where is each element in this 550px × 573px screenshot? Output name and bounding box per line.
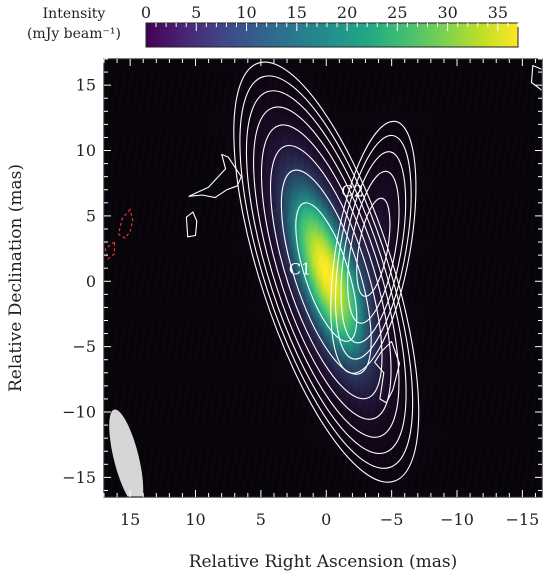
x-tick-label: 15 bbox=[120, 510, 140, 529]
x-tick-label: −15 bbox=[506, 510, 540, 529]
contour-c2-level-3 bbox=[340, 151, 407, 344]
x-tick-label: −10 bbox=[440, 510, 474, 529]
beam-ellipse bbox=[109, 409, 144, 497]
y-tick-label: 10 bbox=[76, 141, 96, 160]
y-axis-title: Relative Declination (mas) bbox=[6, 164, 26, 392]
plot-area: 15 10 5 0 −5 −10 −15 15 10 5 0 −5 −10 −15 C1 C2 bbox=[62, 58, 543, 529]
contour-c1-level-5 bbox=[260, 124, 392, 420]
x-axis-title: Relative Right Ascension (mas) bbox=[189, 552, 458, 572]
contour-patch-south bbox=[374, 340, 401, 404]
contour-patch-corner bbox=[530, 64, 542, 91]
colorbar-title-line2: (mJy beam⁻¹) bbox=[27, 26, 121, 42]
label-c1: C1 bbox=[289, 260, 311, 279]
contour-c2-level-2 bbox=[334, 134, 412, 360]
contour-c1-level-7 bbox=[280, 169, 372, 375]
colorbar-tick-label: 15 bbox=[287, 3, 307, 22]
colorbar-ticks: 0 5 10 15 20 25 30 35 bbox=[141, 3, 519, 31]
colorbar-gradient bbox=[145, 22, 519, 48]
contour-c1-level-2 bbox=[239, 75, 414, 469]
contour-c2-level-4 bbox=[347, 170, 400, 324]
component-labels: C1 C2 bbox=[289, 181, 364, 278]
y-tick-label: 15 bbox=[76, 76, 96, 95]
x-tick-label: 10 bbox=[185, 510, 205, 529]
contour-c1-level-8 bbox=[295, 202, 358, 342]
colorbar-tick-label: 25 bbox=[387, 3, 407, 22]
contour-c1-level-3 bbox=[245, 90, 407, 455]
contour-c1-level-6 bbox=[269, 144, 383, 400]
y-tick-label: 5 bbox=[86, 206, 96, 225]
y-tick-label: −5 bbox=[72, 337, 96, 356]
colorbar-tick-label: 5 bbox=[191, 3, 201, 22]
y-tick-label: −10 bbox=[62, 403, 96, 422]
beam-layer bbox=[109, 409, 144, 497]
contour-neg-1 bbox=[117, 208, 134, 239]
y-tick-label: 0 bbox=[86, 272, 96, 291]
contour-c1-level-4 bbox=[253, 106, 400, 438]
colorbar: 0 5 10 15 20 25 30 35 Intensity (mJy beam⁻¹) bbox=[27, 3, 519, 48]
contours bbox=[104, 61, 542, 483]
colorbar-tick-label: 35 bbox=[488, 3, 508, 22]
axis-ticks: 15 10 5 0 −5 −10 −15 15 10 5 0 −5 −10 −15 bbox=[62, 58, 542, 529]
colorbar-tick-label: 0 bbox=[141, 3, 151, 22]
colorbar-title-line1: Intensity bbox=[43, 6, 106, 22]
colorbar-tick-label: 30 bbox=[437, 3, 457, 22]
contour-patch-ne bbox=[188, 153, 242, 199]
x-tick-label: −5 bbox=[380, 510, 404, 529]
label-c2: C2 bbox=[341, 181, 363, 200]
colorbar-tick-label: 20 bbox=[337, 3, 357, 22]
contour-c1-level-1 bbox=[233, 61, 420, 483]
contour-neg-2 bbox=[104, 240, 116, 261]
contour-patch-small bbox=[185, 211, 198, 238]
intensity-image bbox=[104, 59, 542, 497]
y-tick-label: −15 bbox=[62, 468, 96, 487]
x-tick-label: 5 bbox=[256, 510, 266, 529]
colorbar-tick-label: 10 bbox=[236, 3, 256, 22]
x-tick-label: 0 bbox=[321, 510, 331, 529]
plot-frame bbox=[103, 58, 543, 498]
